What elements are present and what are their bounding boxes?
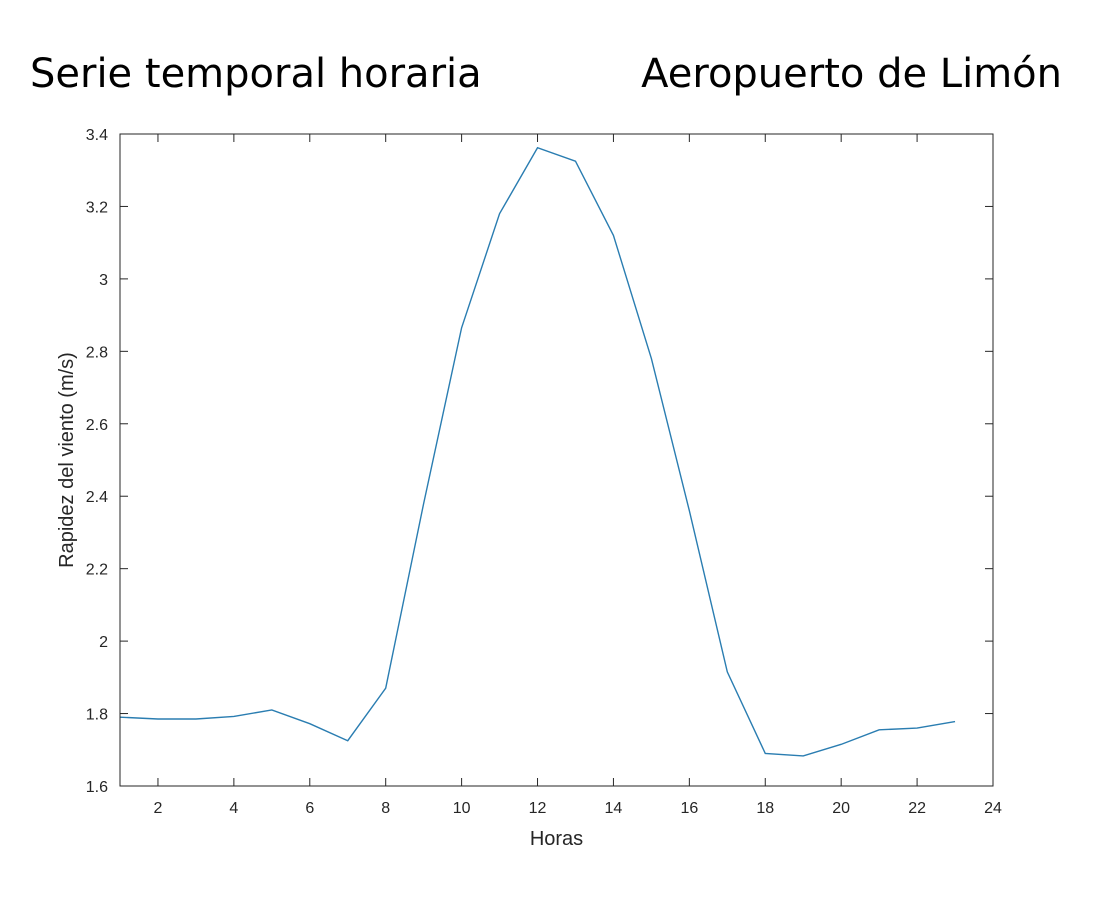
x-tick-label: 6 (305, 800, 314, 817)
x-tick-label: 18 (756, 800, 774, 817)
y-tick-label: 3.4 (86, 127, 108, 144)
x-tick-label: 8 (381, 800, 390, 817)
y-tick-label: 2.6 (86, 417, 108, 434)
chart-title-right: Aeropuerto de Limón (641, 51, 1062, 97)
x-tick-label: 24 (984, 800, 1002, 817)
x-tick-label: 4 (229, 800, 238, 817)
x-tick-label: 12 (529, 800, 547, 817)
chart-title-left: Serie temporal horaria (30, 51, 482, 97)
y-axis-label: Rapidez del viento (m/s) (56, 352, 78, 568)
x-tick-label: 20 (832, 800, 850, 817)
x-axis-label: Horas (530, 828, 583, 850)
x-tick-label: 14 (605, 800, 623, 817)
y-tick-label: 2 (99, 634, 108, 651)
series-line (119, 146, 956, 757)
y-tick-label: 2.8 (86, 344, 108, 361)
y-tick-label: 3 (99, 272, 108, 289)
y-tick-label: 1.8 (86, 707, 108, 724)
x-tick-label: 2 (154, 800, 163, 817)
y-tick-label: 3.2 (86, 199, 108, 216)
x-tick-label: 10 (453, 800, 471, 817)
y-tick-label: 2.2 (86, 562, 108, 579)
y-tick-label: 1.6 (86, 779, 108, 796)
x-tick-label: 16 (680, 800, 698, 817)
x-tick-label: 22 (908, 800, 926, 817)
axis-ticks (120, 133, 994, 787)
axis-tick-labels: 2 4 6 8 10 12 14 16 18 20 22 241.61.822.22.42.62.83… (86, 127, 1002, 817)
plot-frame (119, 133, 994, 787)
y-tick-label: 2.4 (86, 489, 108, 506)
